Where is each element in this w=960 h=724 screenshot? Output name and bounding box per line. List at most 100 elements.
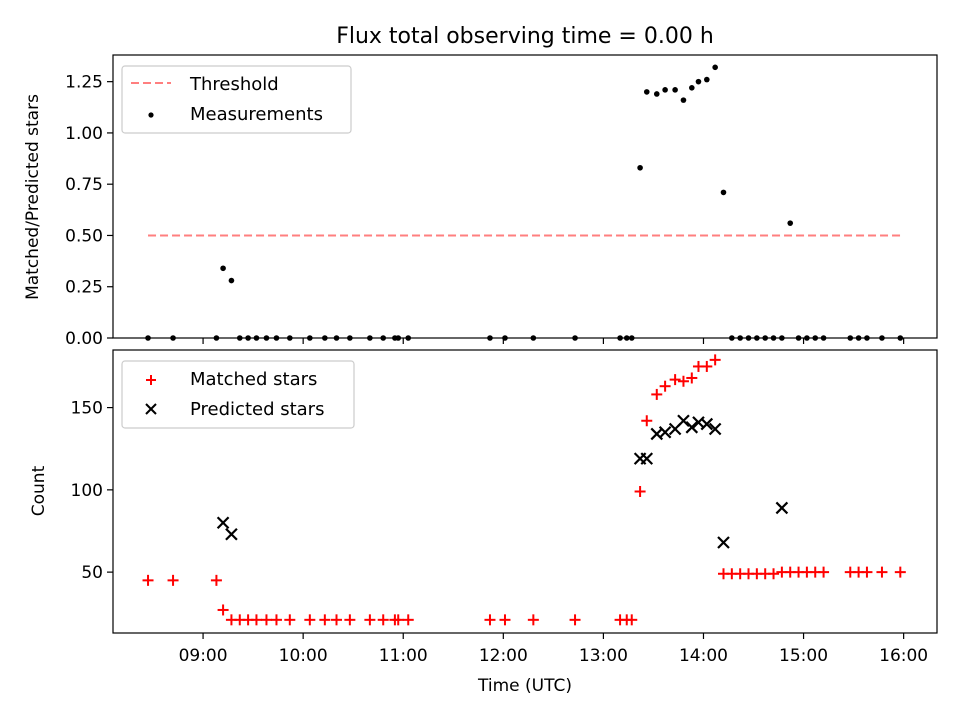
matched-point: [709, 354, 721, 366]
predicted-point: [225, 528, 238, 541]
matched-point: [377, 614, 389, 626]
matched-point: [167, 574, 179, 586]
top-x-ticks: [202, 338, 905, 344]
top-y-label: Matched/Predicted stars: [23, 94, 43, 300]
measurement-point: [228, 277, 235, 284]
bottom-y-axis: 50 100 150: [71, 399, 113, 583]
matched-point: [768, 568, 780, 580]
measurement-point: [643, 89, 650, 95]
matched-point: [641, 415, 653, 427]
matched-point: [484, 614, 496, 626]
bottom-y-tick-label: 150: [71, 399, 103, 419]
measurement-point: [672, 87, 678, 93]
bottom-frame: [112, 349, 938, 634]
measurement-point: [704, 76, 710, 83]
measurement-point: [720, 189, 727, 196]
measurement-point: [695, 78, 702, 85]
matched-point: [364, 614, 376, 626]
predicted-point: [717, 536, 730, 549]
predicted-point: [216, 516, 230, 530]
matched-legend-label: Matched stars: [190, 369, 317, 390]
measurement-point: [689, 85, 695, 91]
bottom-x-tick-label: 09:00: [179, 646, 228, 666]
bottom-x-tick-label: 14:00: [679, 646, 728, 666]
measurements-legend-label: Measurements: [190, 104, 323, 125]
matched-point: [284, 614, 296, 626]
measurement-point: [653, 91, 660, 97]
matched-point: [402, 614, 414, 626]
predicted-point: [658, 425, 672, 439]
predicted-legend-swatch: [145, 403, 157, 415]
bottom-x-tick-label: 16:00: [879, 646, 928, 666]
top-y-tick-label: 1.25: [65, 73, 103, 93]
matched-point: [270, 614, 282, 626]
matched-point: [344, 614, 356, 626]
bottom-x-tick-label: 11:00: [379, 646, 428, 666]
bottom-panel: 50 100 150 09:00 10:00 11:00 12:00 13:00 14:00 1…: [29, 349, 938, 696]
bottom-y-tick-label: 50: [81, 563, 103, 583]
predicted-point: [708, 422, 722, 436]
matched-point: [260, 614, 272, 626]
matched-point: [894, 566, 906, 578]
matched-point: [861, 566, 873, 578]
matched-point: [304, 614, 316, 626]
top-legend-box: [121, 65, 352, 134]
top-y-tick-label: 0.25: [65, 278, 103, 298]
predicted-point: [685, 421, 699, 434]
matched-point: [634, 486, 646, 497]
matched-point: [331, 614, 343, 626]
chart-title: Flux total observing time = 0.00 h: [336, 24, 714, 49]
predicted-point: [700, 417, 714, 431]
matched-point: [499, 614, 511, 626]
predicted-point: [775, 501, 789, 515]
measurement-point: [637, 164, 643, 171]
predicted-point: [677, 414, 690, 428]
top-legend: Threshold Measurements: [121, 65, 352, 134]
measurement-point: [662, 87, 668, 93]
measurement-point: [220, 265, 226, 272]
matched-point: [569, 614, 581, 626]
top-y-tick-label: 0.75: [65, 175, 103, 195]
matched-point: [669, 374, 681, 386]
measurements-legend-swatch: [148, 112, 154, 118]
bottom-x-tick-label: 13:00: [579, 646, 628, 666]
top-y-axis: 0.00 0.25 0.50 0.75 1.00 1.25: [65, 73, 113, 349]
top-panel: 0.00 0.25 0.50 0.75 1.00 1.25 Matched/Predict…: [23, 54, 938, 349]
predicted-point: [640, 452, 654, 465]
bottom-x-tick-label: 15:00: [779, 646, 828, 666]
matched-point: [651, 388, 663, 400]
bottom-y-tick-label: 100: [71, 481, 103, 501]
top-y-tick-label: 0.00: [65, 329, 103, 349]
matched-point: [142, 574, 154, 586]
matched-point: [392, 614, 404, 626]
top-y-tick-label: 1.00: [65, 124, 103, 144]
threshold-legend-label: Threshold: [189, 74, 279, 95]
bottom-legend-box: [121, 360, 355, 429]
matched-point: [217, 604, 229, 616]
bottom-y-label: Count: [29, 465, 49, 516]
top-frame: [112, 54, 938, 339]
bottom-x-axis: 09:00 10:00 11:00 12:00 13:00 14:00 15:00 16:00: [179, 633, 928, 666]
matched-point: [818, 566, 830, 578]
bottom-x-tick-label: 10:00: [279, 646, 328, 666]
matched-point: [876, 566, 888, 578]
measurement-point: [680, 97, 687, 103]
predicted-legend-label: Predicted stars: [190, 399, 324, 420]
measurement-point: [787, 220, 794, 226]
matched-point: [319, 614, 331, 626]
matched-point: [686, 372, 698, 384]
matched-point: [210, 574, 222, 586]
top-y-tick-label: 0.50: [65, 226, 103, 246]
matched-point: [250, 614, 262, 626]
bottom-x-tick-label: 12:00: [479, 646, 528, 666]
matched-legend-swatch: [146, 375, 156, 385]
measurement-point: [712, 64, 718, 71]
bottom-marks: [142, 354, 906, 626]
bottom-x-label: Time (UTC): [477, 676, 572, 696]
matched-point: [626, 614, 638, 626]
matched-point: [527, 614, 539, 626]
matched-point: [659, 380, 671, 392]
matched-point: [677, 375, 689, 387]
bottom-legend: Matched stars Predicted stars: [121, 360, 355, 429]
